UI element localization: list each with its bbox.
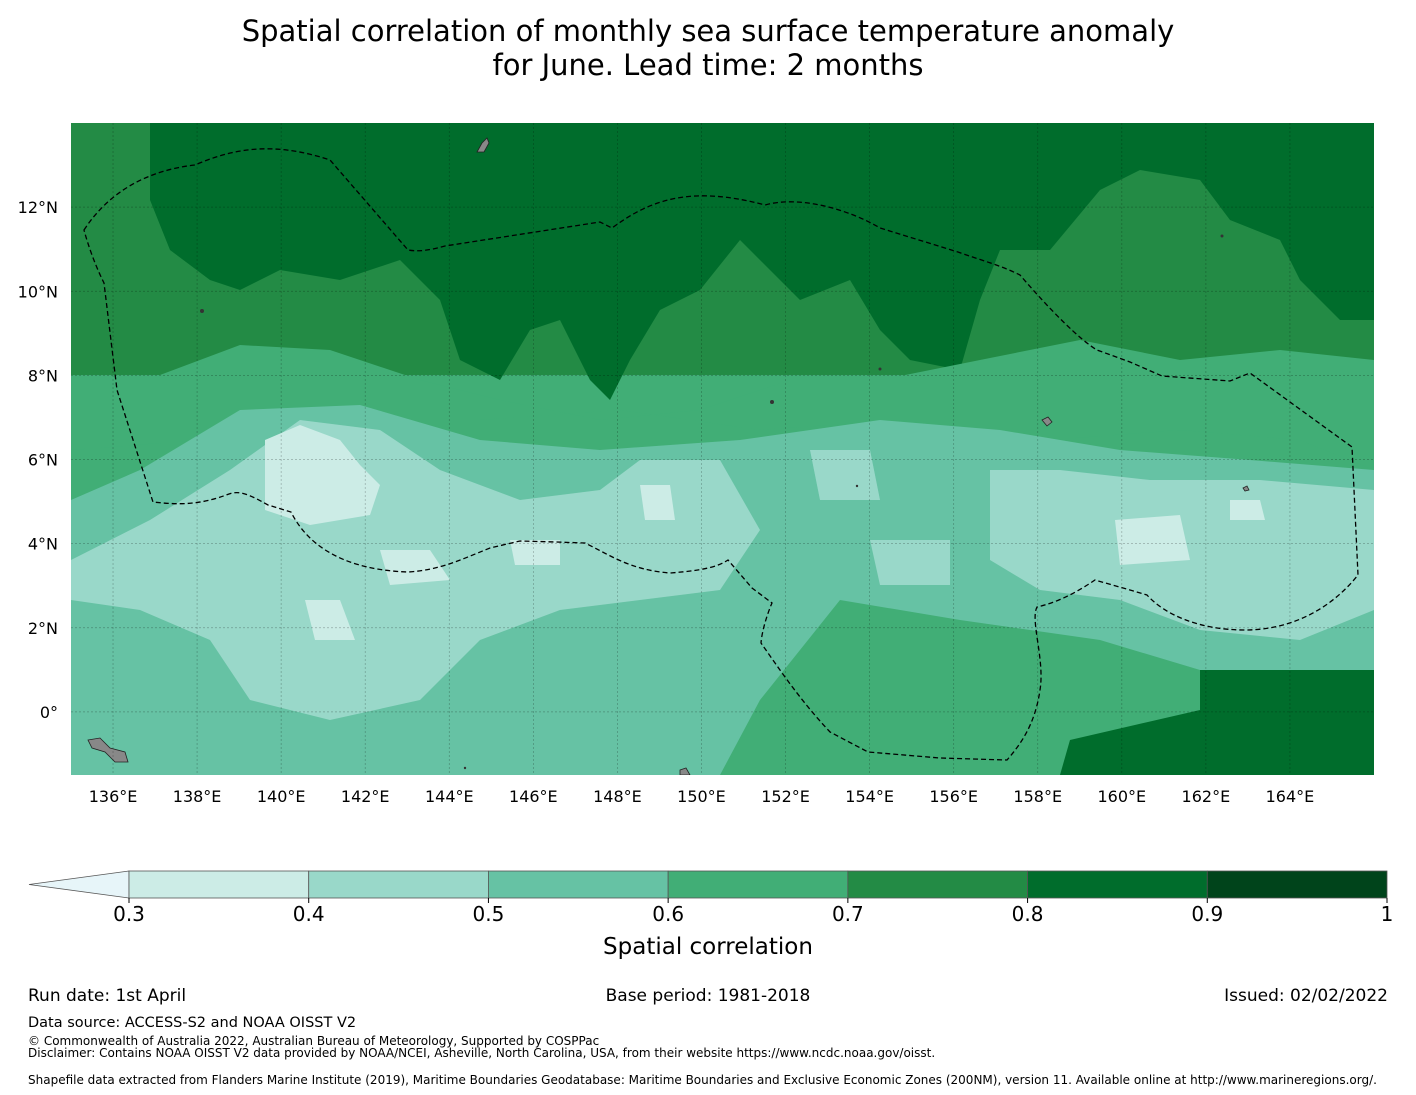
base-period: Base period: 1981-2018 [605,986,811,1006]
colorbar-tick-label: 0.6 [652,902,684,926]
y-tick-label: 2°N [28,619,58,638]
correlation-region-03-04-e [640,485,675,520]
x-tick-label: 158°E [1013,787,1062,806]
x-tick-label: 142°E [341,787,390,806]
correlation-region-08-09 [150,123,1374,400]
island-pohnpei [1041,416,1053,427]
correlation-region-08-09-east [1060,670,1374,775]
y-tick-label: 0° [40,703,58,722]
colorbar-swatch [1027,870,1208,899]
colorbar-tick-label: 0.7 [832,902,864,926]
x-tick-label: 164°E [1266,787,1315,806]
colorbar-swatch [308,870,489,899]
islet-a [200,309,204,313]
island-kosrae [1242,485,1250,492]
correlation-region-03-04-f [1230,500,1265,520]
islet-d [1220,234,1224,238]
colorbar-swatch [667,870,849,899]
islet-b [770,400,774,404]
colorbar-tick-label: 0.9 [1191,902,1223,926]
colorbar-extend-min [28,870,130,899]
x-tick-label: 136°E [89,787,138,806]
x-tick-label: 162°E [1182,787,1231,806]
colorbar-swatch [128,870,310,899]
colorbar-tick-label: 0.5 [473,902,505,926]
x-tick-label: 152°E [761,787,810,806]
run-date: Run date: 1st April [28,986,187,1006]
map-figure: 136°E 138°E 140°E 142°E 144°E 146°E 148°E 150°E… [18,123,1394,960]
correlation-region-03-04-a [265,425,380,525]
x-tick-label: 160°E [1097,787,1146,806]
y-axis-ticks: 12°N 10°N 8°N 6°N 4°N 2°N 0° [18,198,58,722]
x-tick-label: 146°E [509,787,558,806]
colorbar-title: Spatial correlation [603,934,813,960]
x-tick-label: 154°E [845,787,894,806]
issued-date: Issued: 02/02/2022 [1224,986,1388,1006]
correlation-region-04-05-mid [810,450,880,500]
eez-boundary [83,148,1359,761]
title-line-2: for June. Lead time: 2 months [492,48,924,82]
islet-c [878,367,882,371]
x-tick-label: 144°E [425,787,474,806]
chart-title: Spatial correlation of monthly sea surfa… [0,14,1416,82]
island-west [87,737,129,763]
disclaimer: Disclaimer: Contains NOAA OISST V2 data … [28,1046,936,1060]
x-tick-label: 156°E [929,787,978,806]
correlation-region-03-04-g [510,540,560,565]
map-area [71,123,1374,775]
correlation-region-03-04-b [380,550,450,585]
correlation-region-03-04-d [1115,515,1190,565]
colorbar-swatch [847,870,1028,899]
y-tick-label: 8°N [28,366,58,385]
islet-f [463,766,467,770]
title-line-1: Spatial correlation of monthly sea surfa… [241,14,1175,48]
island-guam [476,137,490,153]
y-tick-label: 10°N [18,282,58,301]
island-south [679,767,691,775]
y-tick-label: 6°N [28,451,58,470]
x-tick-label: 148°E [593,787,642,806]
colorbar-swatch [1206,870,1388,899]
colorbar-tick-label: 0.4 [293,902,325,926]
y-tick-label: 12°N [18,198,58,217]
islet-e [855,484,859,488]
copyright: © Commonwealth of Australia 2022, Austra… [28,1034,600,1048]
colorbar-tick-label: 0.3 [113,902,145,926]
correlation-region-06-07 [71,340,1374,470]
correlation-region-04-05-c [870,540,950,585]
shapefile-credit: Shapefile data extracted from Flanders M… [28,1073,1377,1087]
x-tick-label: 140°E [257,787,306,806]
x-tick-label: 150°E [677,787,726,806]
colorbar-swatch [488,870,669,899]
colorbar-tick-label: 0.8 [1012,902,1044,926]
y-tick-label: 4°N [28,535,58,554]
data-source: Data source: ACCESS-S2 and NOAA OISST V2 [28,1015,357,1031]
x-tick-label: 138°E [173,787,222,806]
colorbar-tick-label: 1 [1381,902,1394,926]
correlation-region-03-04-c [305,600,355,640]
colorbar: 0.3 0.4 0.5 0.6 0.7 0.8 0.9 1 [28,870,1394,926]
gridlines [71,123,1374,775]
x-axis-ticks: 136°E 138°E 140°E 142°E 144°E 146°E 148°E 150°E… [89,787,1315,806]
